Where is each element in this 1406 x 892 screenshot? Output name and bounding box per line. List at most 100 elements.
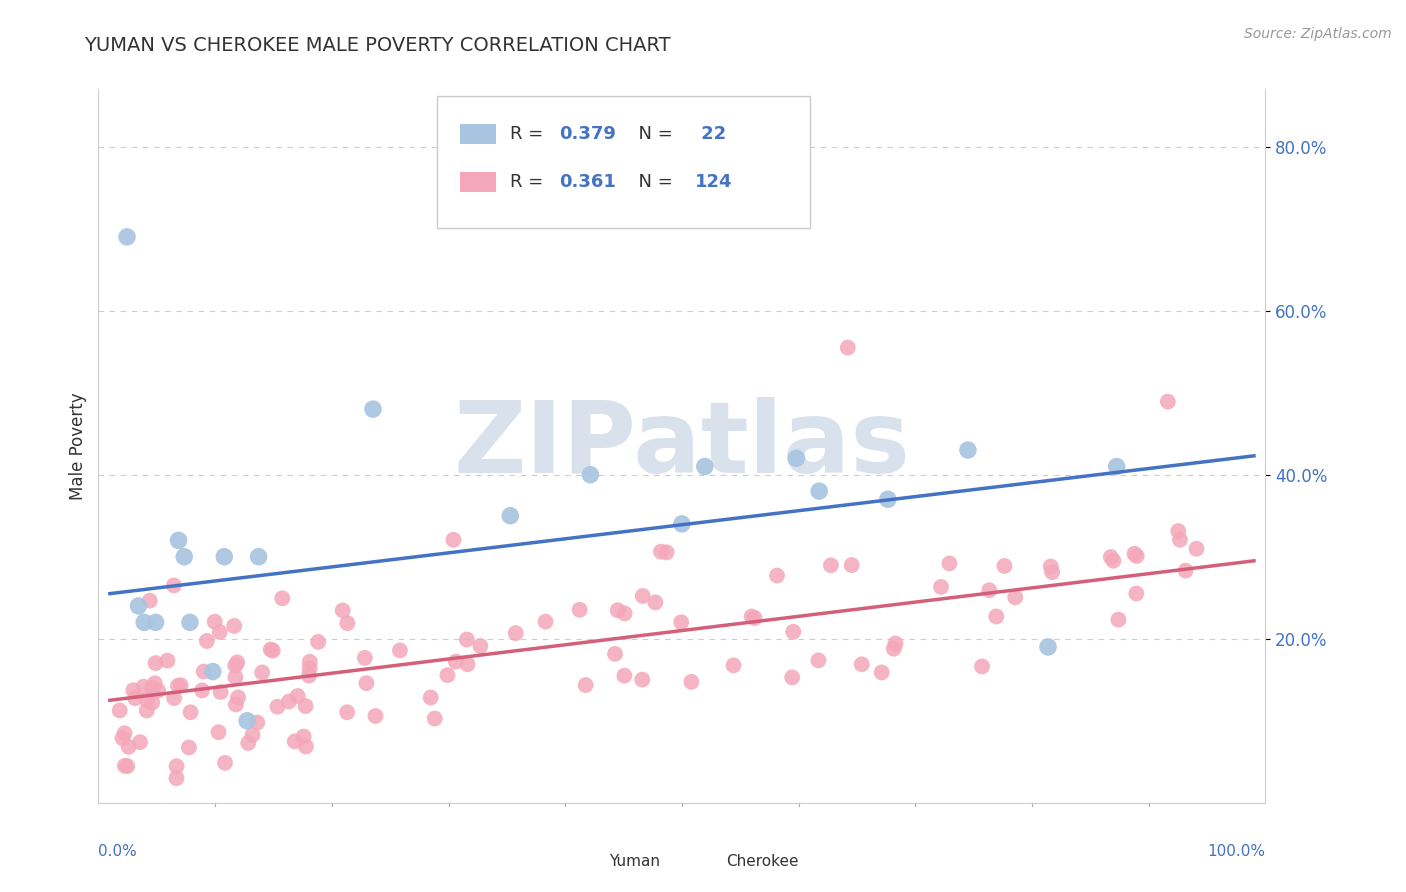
Point	[1039, 559, 1062, 574]
Point	[419, 690, 441, 705]
Point	[225, 698, 247, 712]
Point	[929, 580, 952, 594]
Point	[209, 685, 232, 699]
Point	[236, 714, 259, 728]
Point	[332, 603, 354, 617]
Point	[214, 756, 236, 770]
Point	[356, 676, 378, 690]
Point	[505, 626, 527, 640]
Point	[785, 451, 807, 466]
Point	[247, 549, 270, 564]
Text: 124: 124	[695, 173, 733, 191]
Point	[1168, 533, 1191, 547]
Point	[766, 568, 789, 582]
Point	[780, 670, 803, 684]
Point	[681, 674, 703, 689]
Point	[122, 683, 145, 698]
Point	[295, 739, 318, 754]
Point	[287, 689, 309, 703]
Point	[250, 665, 273, 680]
Point	[986, 609, 1008, 624]
Point	[127, 599, 149, 613]
Point	[938, 557, 960, 571]
Point	[644, 595, 666, 609]
Point	[671, 516, 693, 531]
Point	[177, 740, 200, 755]
Point	[134, 615, 156, 630]
Point	[167, 679, 190, 693]
Point	[534, 615, 557, 629]
Point	[808, 484, 831, 499]
Point	[841, 558, 863, 573]
Point	[145, 656, 167, 670]
FancyBboxPatch shape	[460, 172, 496, 192]
Point	[579, 467, 602, 482]
Point	[782, 624, 804, 639]
Point	[114, 759, 136, 773]
Point	[655, 545, 678, 559]
Point	[294, 699, 316, 714]
Point	[1102, 554, 1125, 568]
Point	[956, 443, 979, 458]
Point	[191, 683, 214, 698]
Point	[1099, 550, 1122, 565]
Point	[170, 678, 193, 692]
Point	[108, 703, 131, 717]
Text: YUMAN VS CHEROKEE MALE POVERTY CORRELATION CHART: YUMAN VS CHEROKEE MALE POVERTY CORRELATI…	[84, 36, 671, 54]
Point	[266, 699, 288, 714]
Point	[142, 683, 165, 698]
Point	[1040, 565, 1063, 579]
Text: Yuman: Yuman	[610, 854, 661, 869]
Point	[156, 654, 179, 668]
Point	[284, 734, 307, 748]
Point	[214, 549, 236, 564]
Point	[298, 668, 321, 682]
Point	[1123, 547, 1146, 561]
Point	[143, 676, 166, 690]
Point	[1036, 640, 1059, 654]
Text: Source: ZipAtlas.com: Source: ZipAtlas.com	[1244, 27, 1392, 41]
Point	[883, 641, 905, 656]
Point	[979, 583, 1001, 598]
Point	[723, 658, 745, 673]
Text: 0.0%: 0.0%	[98, 845, 138, 860]
Point	[443, 533, 465, 547]
Point	[336, 705, 359, 719]
Point	[820, 558, 842, 573]
Point	[163, 691, 186, 706]
Point	[201, 665, 224, 679]
Point	[166, 771, 188, 785]
Text: Cherokee: Cherokee	[727, 854, 799, 869]
Text: 0.379: 0.379	[560, 125, 616, 143]
Point	[336, 616, 359, 631]
Point	[145, 615, 167, 630]
Point	[1125, 586, 1147, 600]
Point	[167, 533, 190, 548]
Point	[138, 593, 160, 607]
Point	[224, 619, 246, 633]
Point	[179, 615, 201, 630]
Point	[1157, 394, 1180, 409]
Point	[851, 657, 873, 672]
Point	[292, 730, 315, 744]
Point	[115, 759, 138, 773]
Point	[631, 673, 654, 687]
Point	[173, 549, 195, 564]
Text: 22: 22	[695, 125, 725, 143]
Point	[1125, 549, 1147, 563]
Point	[970, 659, 993, 673]
Point	[298, 655, 321, 669]
Point	[224, 658, 246, 673]
Point	[117, 739, 139, 754]
Point	[307, 635, 329, 649]
Point	[135, 692, 157, 706]
Point	[1174, 564, 1197, 578]
Point	[444, 655, 467, 669]
Text: N =: N =	[627, 125, 679, 143]
Point	[141, 696, 163, 710]
FancyBboxPatch shape	[693, 854, 720, 869]
Point	[807, 653, 830, 667]
Point	[141, 681, 163, 695]
Point	[193, 665, 215, 679]
Point	[613, 668, 636, 682]
